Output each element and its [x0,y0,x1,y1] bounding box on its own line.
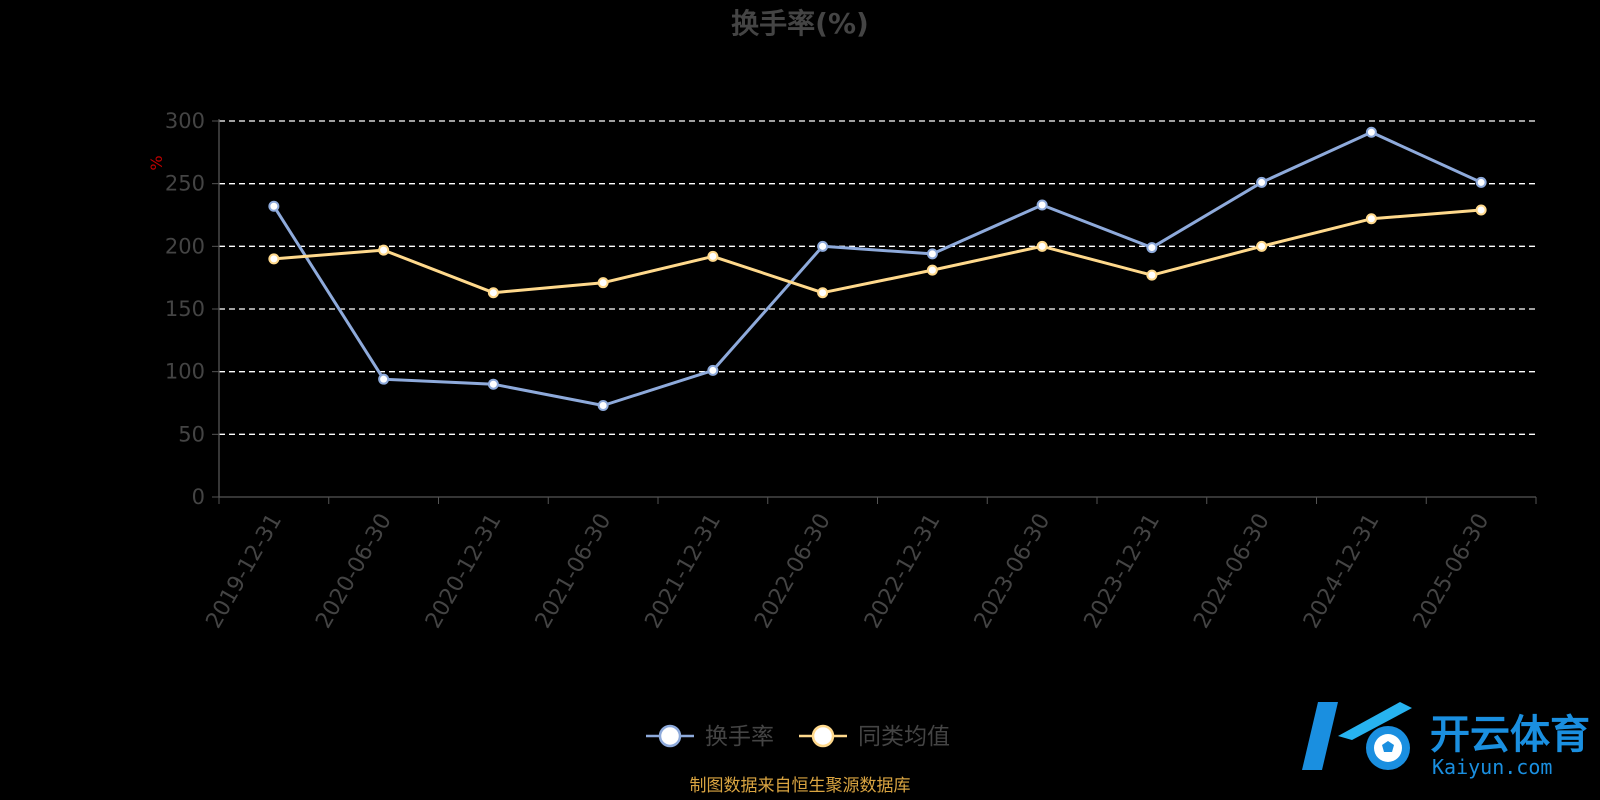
soccer-ball-k-logo-icon [1302,702,1412,770]
x-tick-label: 2025-06-30 [1409,510,1495,633]
watermark-logo: 开云体育 Kaiyun.com [1302,702,1590,779]
source-note: 制图数据来自恒生聚源数据库 [690,776,911,796]
data-point [707,364,719,376]
data-point [1256,176,1268,188]
x-tick-label: 2023-06-30 [970,510,1056,633]
legend-marker-peer-average [811,724,835,748]
y-tick-label: 250 [165,172,205,196]
watermark-name: 开云体育 [1430,712,1590,758]
legend-item-turnover[interactable]: 换手率 [646,724,774,750]
data-point [817,287,829,299]
y-axis-unit: % [147,155,166,170]
data-point [707,250,719,262]
x-tick-labels: 2019-12-31 2020-06-30 2020-12-31 2021-06-30… [201,510,1494,633]
x-tick-label: 2022-12-31 [860,510,946,633]
data-point [1365,213,1377,225]
y-tick-label: 200 [165,234,205,258]
legend-label-turnover: 换手率 [705,724,774,750]
legend-item-peer-average[interactable]: 同类均值 [799,724,950,750]
data-point [926,248,938,260]
x-tick-label: 2020-06-30 [311,510,397,633]
data-point [817,240,829,252]
x-tick-label: 2023-12-31 [1079,510,1165,633]
data-point [1036,240,1048,252]
x-tick-label: 2022-06-30 [750,510,836,633]
x-tick-label: 2019-12-31 [201,510,287,633]
data-point [268,200,280,212]
x-tick-label: 2024-06-30 [1189,510,1275,633]
axes [212,119,1537,504]
data-point [487,378,499,390]
series-lines [272,130,1482,407]
data-point [926,264,938,276]
data-point [378,244,390,256]
grid-lines [219,120,1536,435]
data-point [597,400,609,412]
x-tick-label: 2024-12-31 [1299,510,1385,633]
series-line-1 [273,208,1482,295]
legend-label-peer-average: 同类均值 [858,724,950,750]
data-point [1475,176,1487,188]
x-tick-label: 2021-06-30 [531,510,617,633]
data-point [1146,269,1158,281]
y-tick-labels: 0 50 100 150 200 250 300 [165,109,205,509]
legend[interactable]: 换手率 同类均值 [646,724,950,750]
data-point [487,287,499,299]
y-tick-label: 100 [165,360,205,384]
data-point [1256,240,1268,252]
y-tick-label: 150 [165,297,205,321]
data-point [378,373,390,385]
y-tick-label: 50 [178,422,205,446]
data-point [1475,204,1487,216]
watermark-domain: Kaiyun.com [1432,755,1552,779]
data-point [268,253,280,265]
y-tick-label: 300 [165,109,205,133]
data-point [597,277,609,289]
data-point [1365,126,1377,138]
series-points [268,126,1487,412]
chart-title: 换手率(%) [731,7,869,40]
series-line-0 [272,130,1482,407]
x-tick-label: 2020-12-31 [421,510,507,633]
y-tick-label: 0 [192,485,205,509]
x-tick-label: 2021-12-31 [640,510,726,633]
data-point [1036,199,1048,211]
legend-marker-turnover [658,724,682,748]
data-point [1146,242,1158,254]
